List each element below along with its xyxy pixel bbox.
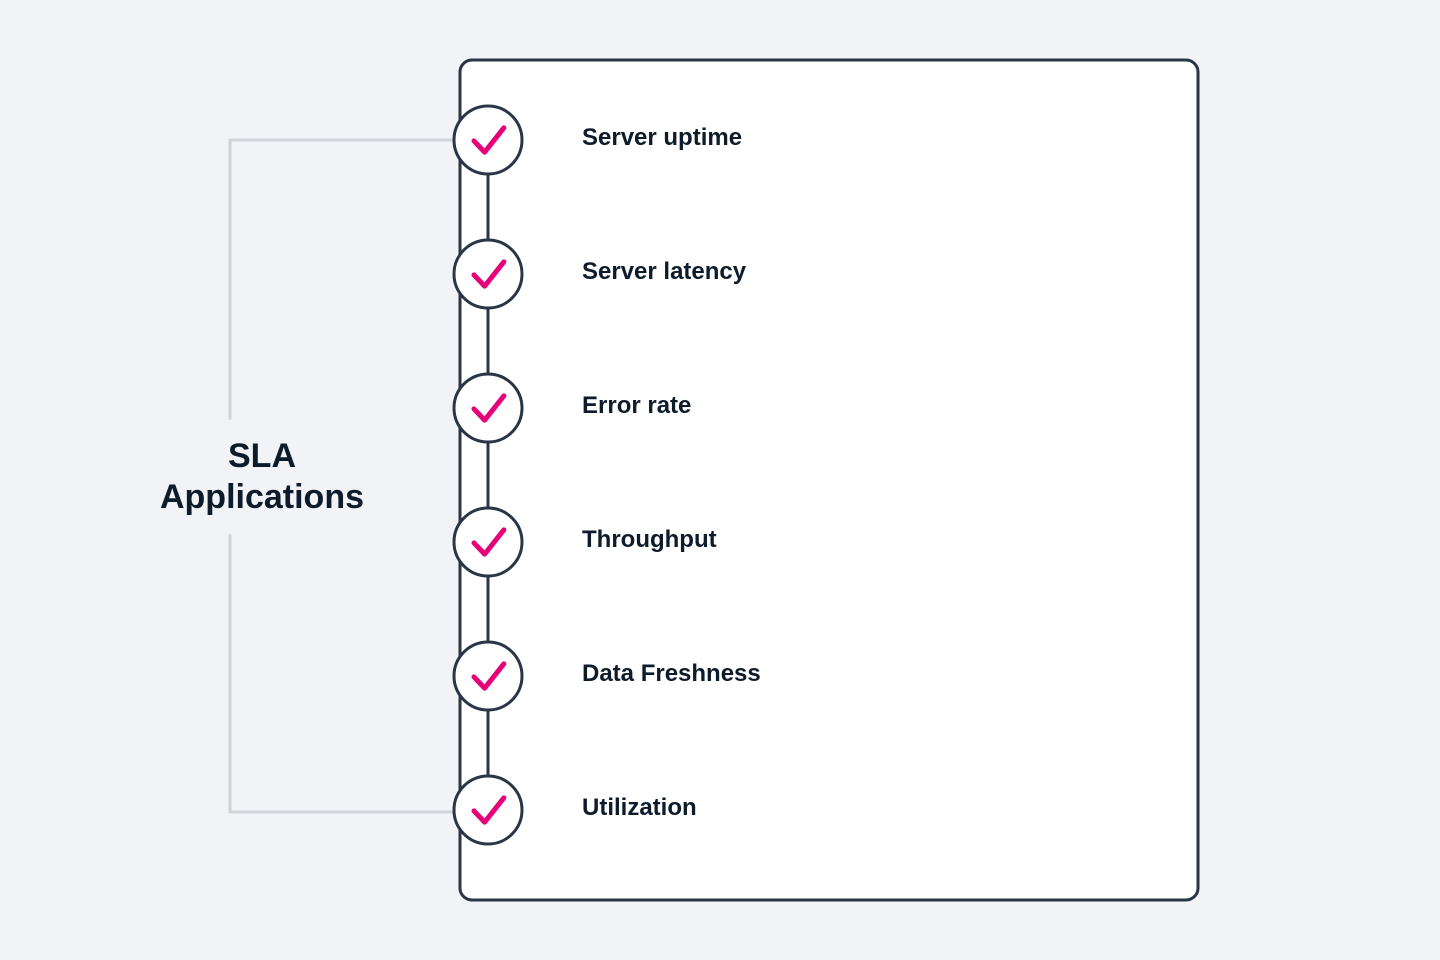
item-label: Error rate [582, 392, 691, 420]
item-circle [454, 374, 522, 442]
item-label: Server uptime [582, 124, 742, 152]
diagram-canvas: SLA Applications Server uptime Server lat… [0, 0, 1440, 960]
bracket-top [230, 140, 460, 418]
title-line-1: SLA [132, 436, 392, 477]
title-block: SLA Applications [132, 436, 392, 518]
item-circle [454, 106, 522, 174]
bracket-bottom [230, 536, 460, 812]
item-circle [454, 240, 522, 308]
item-label: Utilization [582, 794, 697, 822]
item-label: Throughput [582, 526, 717, 554]
item-circle [454, 776, 522, 844]
item-label: Data Freshness [582, 660, 761, 688]
title-line-2: Applications [132, 477, 392, 518]
item-circle [454, 642, 522, 710]
item-label: Server latency [582, 258, 746, 286]
item-circle [454, 508, 522, 576]
